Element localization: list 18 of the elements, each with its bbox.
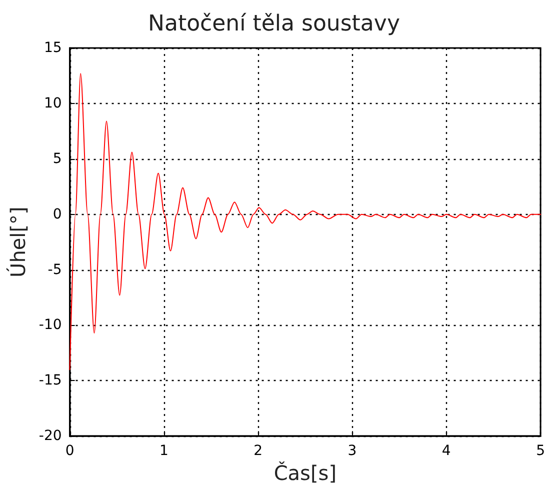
x-tick-label: 3 [348, 443, 357, 460]
line-series [69, 73, 542, 370]
x-tick-label: 1 [159, 443, 168, 460]
x-tick-label: 4 [442, 443, 451, 460]
chart-title: Natočení těla soustavy [148, 12, 400, 36]
y-tick-label: 10 [44, 95, 62, 112]
x-axis-title: Čas[s] [274, 461, 336, 485]
y-tick-label: -5 [48, 262, 62, 278]
y-tick-label: 5 [52, 150, 62, 167]
x-tick-label: 5 [536, 443, 546, 460]
y-tick-label: -20 [38, 428, 62, 444]
y-tick-label: 0 [52, 206, 62, 222]
y-axis-title: Úhel[°] [6, 206, 30, 278]
x-tick-label: 0 [65, 443, 74, 460]
y-tick-label: -15 [38, 372, 62, 389]
x-tick-label: 2 [254, 443, 263, 460]
y-tick-label: -10 [38, 317, 62, 334]
y-tick-label: 15 [44, 40, 62, 56]
